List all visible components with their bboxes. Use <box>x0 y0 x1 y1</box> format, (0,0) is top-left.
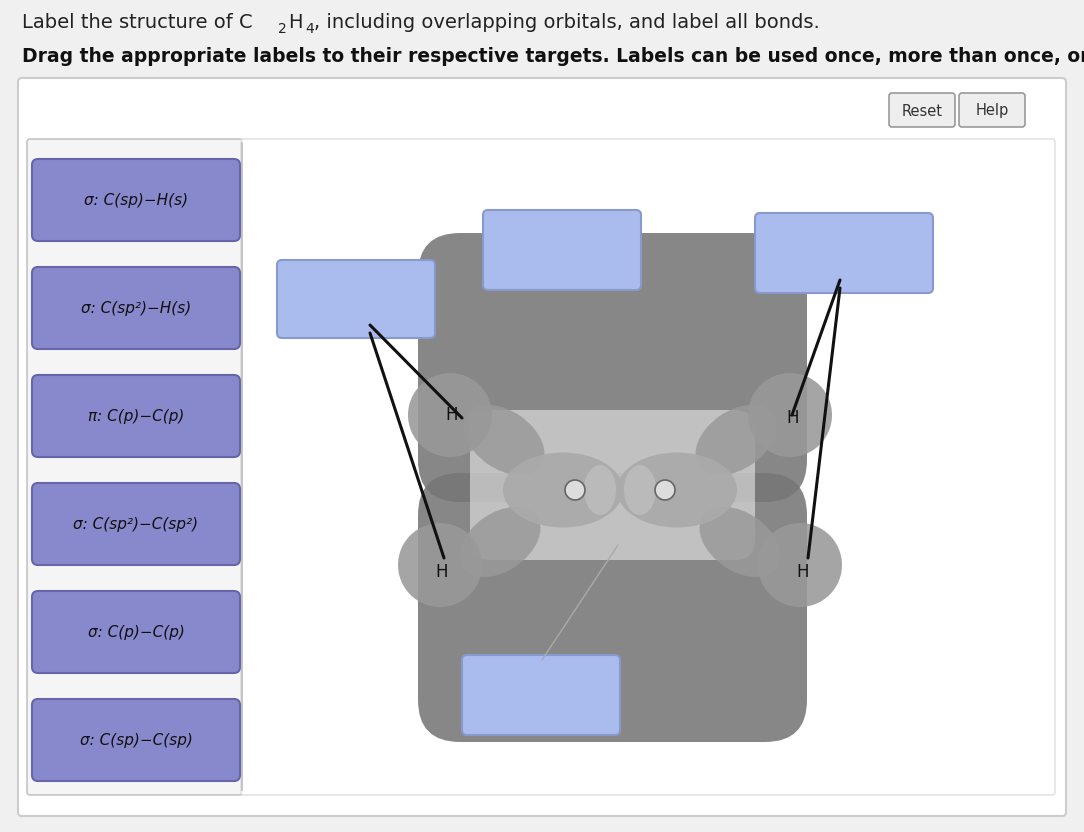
FancyBboxPatch shape <box>33 591 240 673</box>
Text: σ: C(sp)−C(sp): σ: C(sp)−C(sp) <box>79 732 193 747</box>
Circle shape <box>748 373 833 457</box>
FancyBboxPatch shape <box>33 483 240 565</box>
Ellipse shape <box>460 507 541 577</box>
Text: π: C(p)−C(p): π: C(p)−C(p) <box>88 409 184 423</box>
Text: 2: 2 <box>278 22 287 36</box>
FancyBboxPatch shape <box>418 473 806 742</box>
Text: H: H <box>787 409 799 427</box>
Text: 4: 4 <box>305 22 313 36</box>
FancyBboxPatch shape <box>959 93 1025 127</box>
FancyBboxPatch shape <box>33 267 240 349</box>
FancyBboxPatch shape <box>33 159 240 241</box>
Text: σ: C(sp)−H(s): σ: C(sp)−H(s) <box>83 192 188 207</box>
Circle shape <box>408 373 492 457</box>
Text: H: H <box>797 563 810 581</box>
FancyBboxPatch shape <box>33 375 240 457</box>
Ellipse shape <box>699 507 780 577</box>
Text: Help: Help <box>976 103 1008 118</box>
Text: H: H <box>446 406 459 424</box>
Text: , including overlapping orbitals, and label all bonds.: , including overlapping orbitals, and la… <box>314 13 820 32</box>
Text: σ: C(sp²)−C(sp²): σ: C(sp²)−C(sp²) <box>74 517 198 532</box>
Text: σ: C(p)−C(p): σ: C(p)−C(p) <box>88 625 184 640</box>
Text: Drag the appropriate labels to their respective targets. Labels can be used once: Drag the appropriate labels to their res… <box>22 47 1084 66</box>
Ellipse shape <box>584 465 616 515</box>
Text: H: H <box>288 13 302 32</box>
FancyBboxPatch shape <box>18 78 1066 816</box>
FancyBboxPatch shape <box>27 139 243 795</box>
Circle shape <box>758 523 842 607</box>
Text: Reset: Reset <box>902 103 942 118</box>
FancyBboxPatch shape <box>889 93 955 127</box>
FancyBboxPatch shape <box>483 210 641 290</box>
Circle shape <box>565 480 585 500</box>
Text: σ: C(sp²)−H(s): σ: C(sp²)−H(s) <box>81 300 191 315</box>
Circle shape <box>655 480 675 500</box>
Ellipse shape <box>624 465 656 515</box>
FancyBboxPatch shape <box>33 699 240 781</box>
FancyBboxPatch shape <box>754 213 933 293</box>
Ellipse shape <box>503 453 623 527</box>
Ellipse shape <box>617 453 737 527</box>
Text: H: H <box>436 563 449 581</box>
Ellipse shape <box>464 405 544 475</box>
Circle shape <box>398 523 482 607</box>
FancyBboxPatch shape <box>418 233 806 502</box>
Text: Label the structure of C: Label the structure of C <box>22 13 253 32</box>
Ellipse shape <box>696 405 776 475</box>
FancyBboxPatch shape <box>241 139 1055 795</box>
FancyBboxPatch shape <box>470 410 754 560</box>
FancyBboxPatch shape <box>278 260 435 338</box>
FancyBboxPatch shape <box>462 655 620 735</box>
